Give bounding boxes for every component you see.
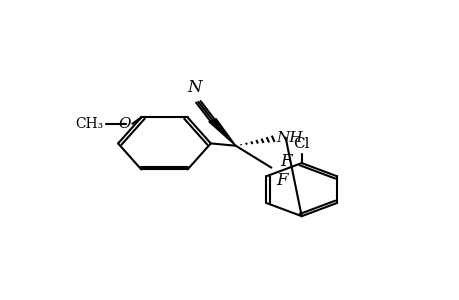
Text: F: F [280,153,291,170]
Text: N: N [187,79,202,96]
Text: CH₃: CH₃ [76,117,104,131]
Polygon shape [208,119,235,146]
Text: O: O [118,117,130,131]
Text: Cl: Cl [293,137,309,152]
Text: NH: NH [276,130,303,145]
Text: F: F [276,172,288,189]
